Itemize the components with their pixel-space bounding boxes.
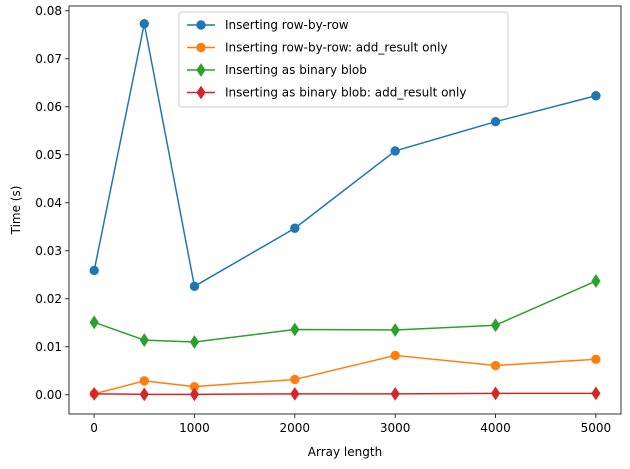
x-axis: 0 1000 2000 3000 4000 5000 bbox=[90, 414, 611, 435]
x-tick-label: 1000 bbox=[179, 421, 210, 435]
data-point bbox=[139, 19, 149, 29]
data-point bbox=[290, 374, 300, 385]
data-point bbox=[139, 387, 149, 402]
y-tick-label: 0.04 bbox=[35, 196, 62, 210]
legend-marker bbox=[196, 85, 206, 100]
y-tick-label: 0.05 bbox=[35, 148, 62, 162]
y-tick-label: 0.02 bbox=[35, 292, 62, 306]
series-2 bbox=[89, 350, 601, 399]
data-point bbox=[290, 322, 300, 337]
data-point bbox=[390, 386, 400, 401]
series-3 bbox=[89, 274, 601, 349]
legend-item: Inserting row-by-row bbox=[187, 18, 349, 32]
data-point bbox=[591, 274, 601, 288]
data-point bbox=[390, 350, 400, 361]
data-point bbox=[189, 335, 200, 349]
x-tick-label: 5000 bbox=[581, 421, 612, 435]
y-tick-label: 0.07 bbox=[35, 52, 62, 66]
series-1 bbox=[89, 19, 601, 292]
data-point bbox=[189, 387, 200, 402]
data-point bbox=[390, 323, 400, 337]
data-point bbox=[591, 354, 601, 364]
data-point bbox=[490, 318, 501, 333]
y-tick-label: 0.08 bbox=[35, 4, 62, 18]
data-point bbox=[390, 146, 400, 156]
data-point bbox=[290, 386, 300, 401]
data-point bbox=[290, 223, 300, 233]
legend-item: Inserting as binary blob bbox=[187, 63, 367, 77]
legend-label: Inserting row-by-row bbox=[225, 18, 349, 32]
series-layer bbox=[89, 19, 601, 402]
legend-label: Inserting row-by-row: add_result only bbox=[225, 41, 448, 55]
y-tick-label: 0.03 bbox=[35, 244, 62, 258]
data-point bbox=[490, 116, 501, 127]
plot-frame bbox=[68, 5, 622, 415]
data-point bbox=[89, 315, 99, 330]
data-point bbox=[591, 386, 601, 401]
x-tick-label: 2000 bbox=[280, 421, 311, 435]
y-tick-label: 0.01 bbox=[35, 340, 62, 354]
data-point bbox=[89, 265, 99, 276]
y-axis-label: Time (s) bbox=[9, 186, 23, 236]
legend-item: Inserting row-by-row: add_result only bbox=[187, 41, 448, 55]
data-point bbox=[189, 281, 200, 292]
data-point bbox=[490, 360, 501, 371]
data-point bbox=[139, 376, 149, 386]
legend: Inserting row-by-row Inserting row-by-row… bbox=[178, 11, 509, 108]
legend-marker bbox=[196, 63, 206, 77]
data-point bbox=[591, 91, 601, 101]
x-tick-label: 3000 bbox=[380, 421, 411, 435]
x-tick-label: 0 bbox=[90, 421, 98, 435]
x-axis-label: Array length bbox=[308, 445, 382, 459]
legend-marker bbox=[196, 42, 206, 53]
legend-item: Inserting as binary blob: add_result onl… bbox=[187, 86, 466, 100]
data-point bbox=[89, 386, 99, 401]
y-axis: 0.00 0.01 0.02 0.03 0.04 0.05 0.06 0.07 0.08 bbox=[35, 4, 69, 402]
legend-label: Inserting as binary blob bbox=[225, 63, 367, 77]
y-tick-label: 0.06 bbox=[35, 100, 62, 114]
series-4 bbox=[89, 386, 601, 402]
x-tick-label: 4000 bbox=[480, 421, 511, 435]
data-point bbox=[490, 386, 501, 401]
legend-box bbox=[178, 11, 509, 108]
legend-marker bbox=[196, 20, 206, 30]
y-tick-label: 0.00 bbox=[35, 388, 62, 402]
data-point bbox=[139, 333, 149, 347]
legend-label: Inserting as binary blob: add_result onl… bbox=[225, 86, 466, 100]
